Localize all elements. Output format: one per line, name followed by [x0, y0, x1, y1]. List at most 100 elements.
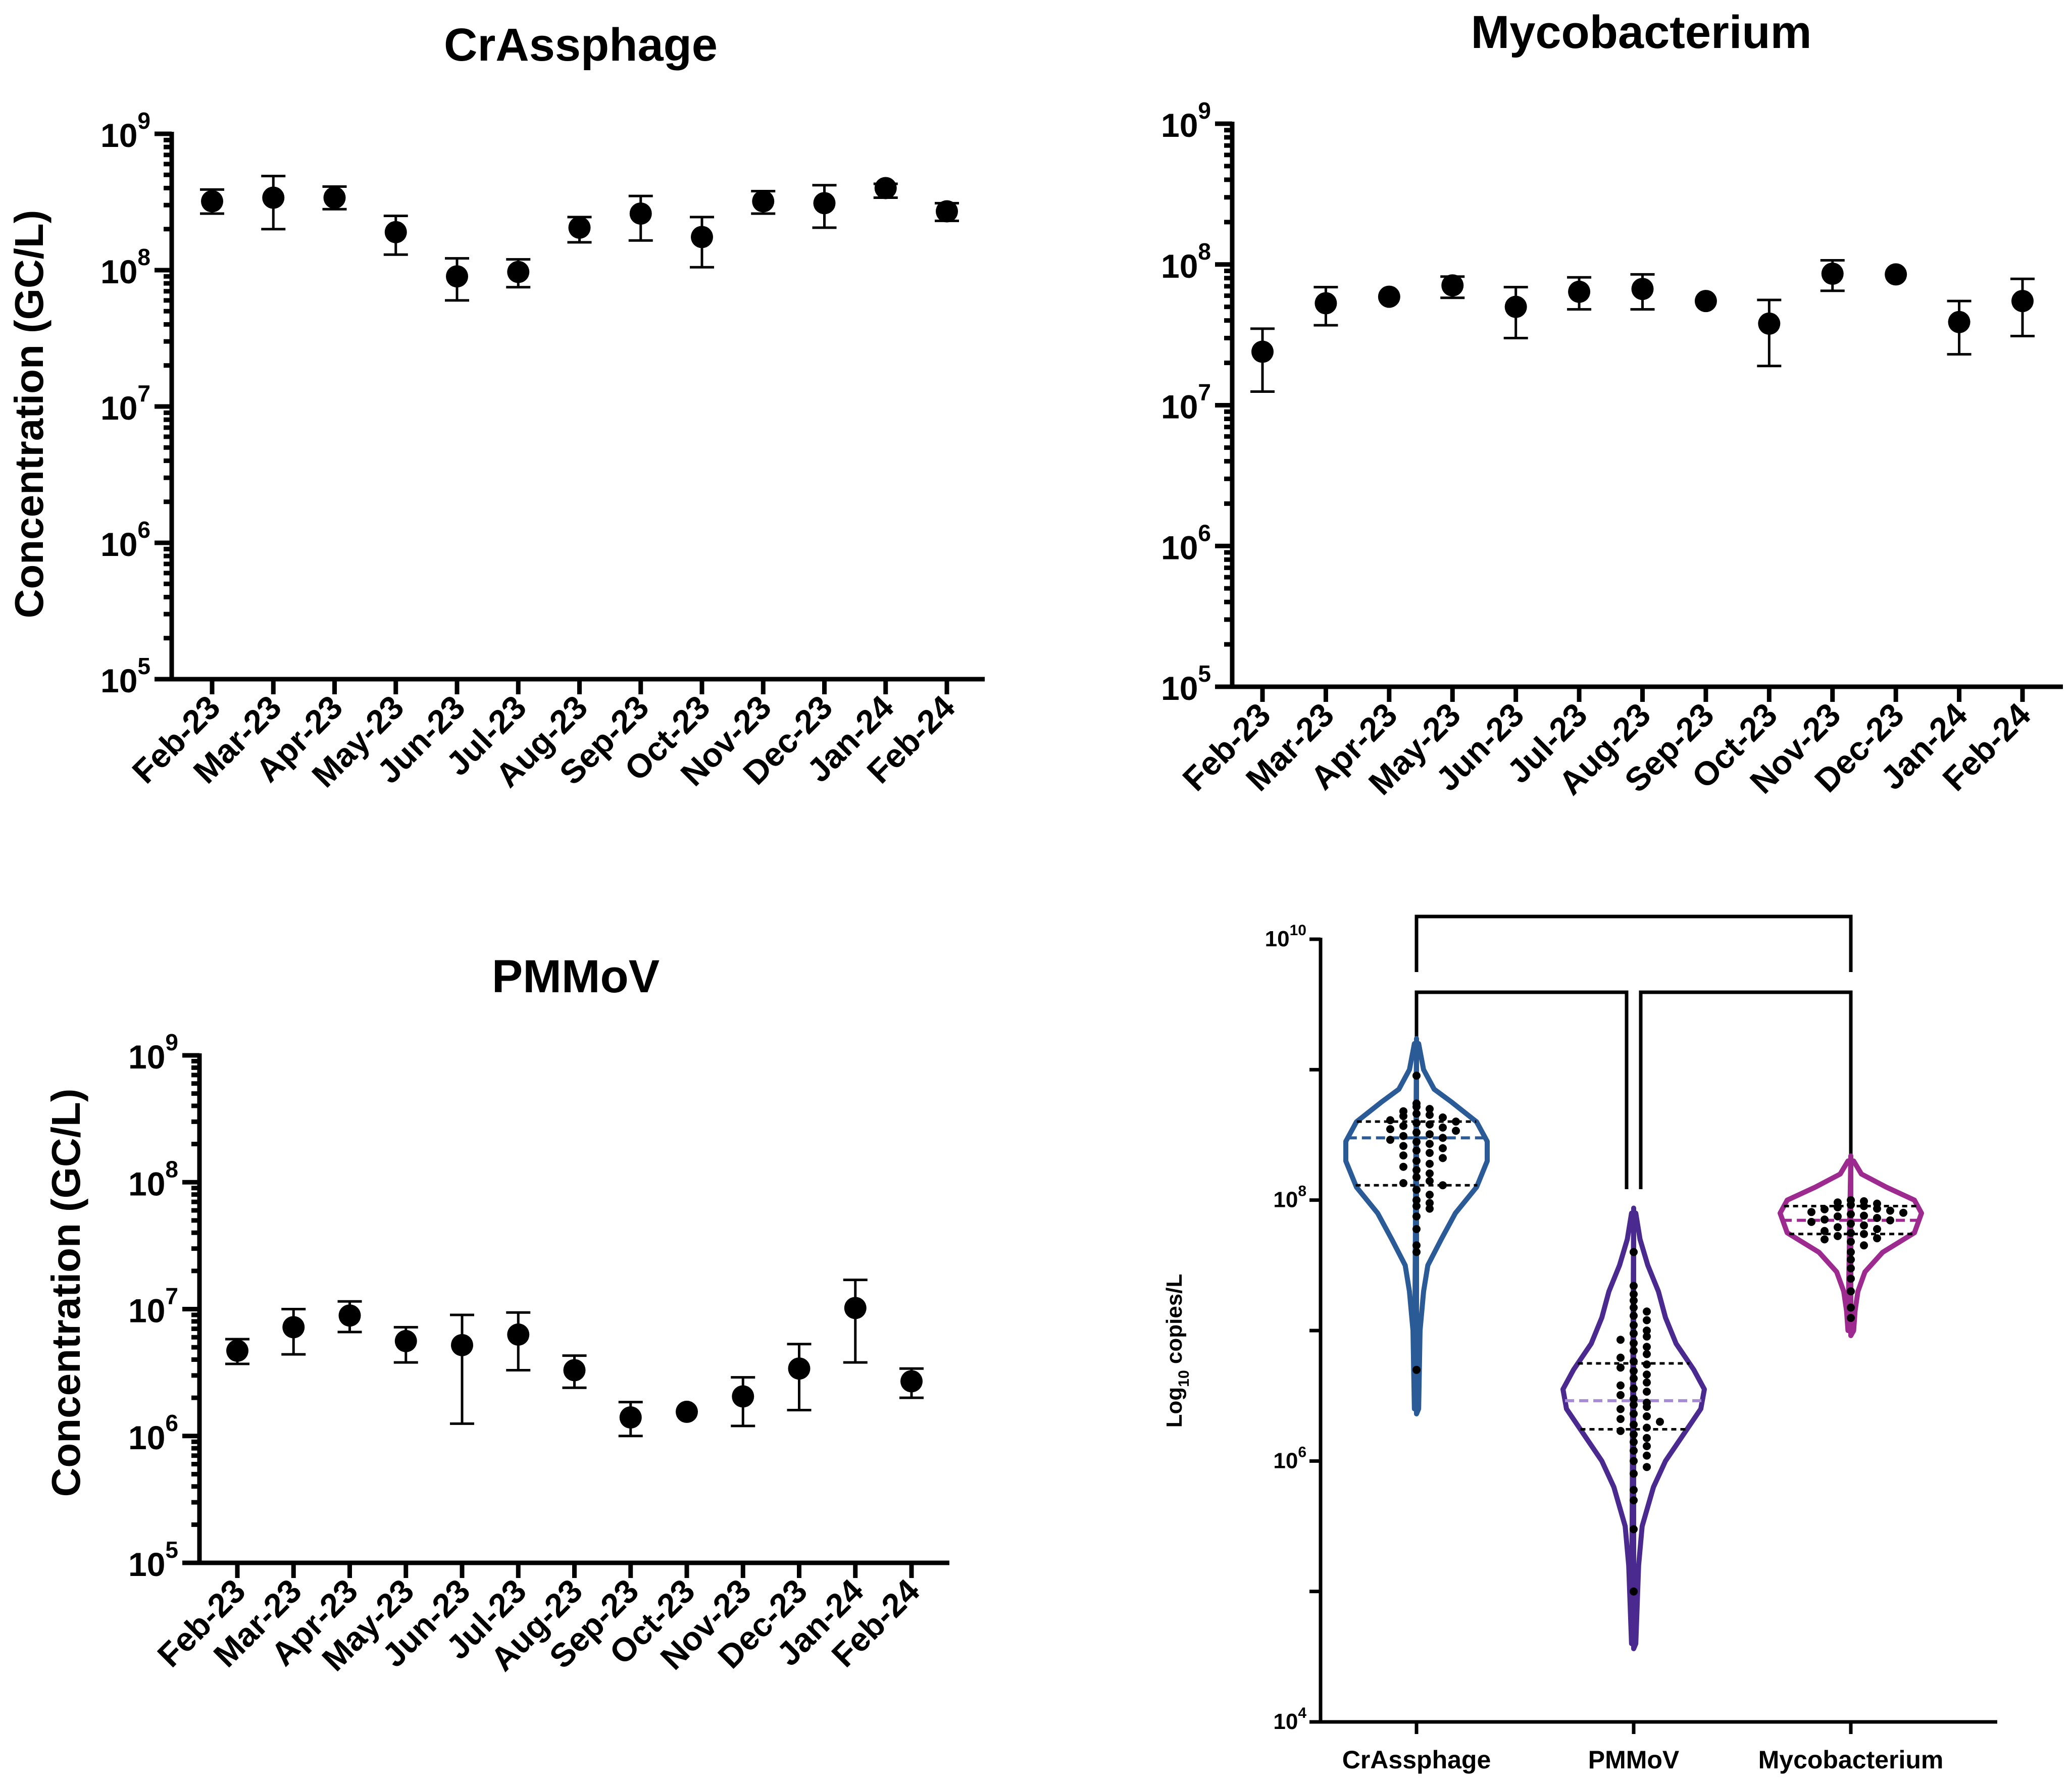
data-point	[1440, 274, 1465, 299]
y-tick-base: 10	[1265, 927, 1290, 951]
mean-marker	[1758, 312, 1781, 335]
sample-point	[1426, 1130, 1434, 1139]
sample-point	[1643, 1451, 1651, 1460]
sample-point	[1834, 1223, 1842, 1232]
mean-marker	[507, 1323, 530, 1346]
sample-point	[1412, 1225, 1421, 1233]
sample-point	[1630, 1395, 1638, 1403]
data-point	[1820, 259, 1845, 292]
sample-point	[1412, 1146, 1421, 1155]
sample-point	[1412, 1248, 1421, 1256]
data-point	[751, 189, 776, 215]
violin-x-ticks: CrAssphage PMMoV Mycobacterium	[1342, 1722, 1943, 1774]
sample-point	[1630, 1347, 1638, 1355]
violin-y-tick-label: 106	[1273, 1444, 1306, 1473]
y-tick-exponent: 10	[1290, 922, 1306, 939]
sample-point	[1643, 1316, 1651, 1325]
mycobacterium-title: Mycobacterium	[1471, 7, 1812, 58]
violin-y-tick-label: 108	[1273, 1183, 1306, 1212]
sample-point	[1630, 1321, 1638, 1330]
mycobacterium-x-ticks: Feb-23Mar-23Apr-23May-23Jun-23Jul-23Aug-…	[1175, 687, 2038, 802]
sample-point	[1386, 1136, 1394, 1144]
sample-point	[1630, 1457, 1638, 1465]
y-tick-exponent: 5	[1198, 660, 1211, 687]
sample-point	[1847, 1210, 1855, 1218]
y-tick-base: 10	[1273, 1448, 1298, 1473]
violin-ylabel-subscript: 10	[1176, 1370, 1192, 1387]
sample-point	[1643, 1350, 1651, 1358]
sample-point	[1630, 1430, 1638, 1439]
y-tick-exponent: 6	[137, 517, 150, 543]
mean-marker	[844, 1297, 867, 1319]
pmmov-panel: PMMoV Concentration (GC/L) 1051061071081…	[43, 951, 949, 1678]
data-point	[873, 177, 898, 199]
y-tick-label: 109	[128, 1029, 178, 1076]
violin-ylabel-suffix: copies/L	[1162, 1274, 1187, 1370]
mean-marker	[2011, 290, 2034, 313]
sample-point	[1426, 1191, 1434, 1199]
sample-point	[1630, 1400, 1638, 1409]
sample-point	[1616, 1353, 1625, 1362]
mean-marker	[629, 202, 652, 225]
y-tick-exponent: 7	[1198, 379, 1211, 405]
y-tick-base: 10	[128, 1546, 165, 1583]
comparison-bracket	[1414, 914, 1853, 972]
sample-point	[1643, 1332, 1651, 1341]
sample-point	[1630, 1357, 1638, 1366]
y-tick-exponent: 5	[165, 1537, 178, 1563]
y-tick-base: 10	[128, 1292, 165, 1330]
sample-point	[1412, 1173, 1421, 1182]
y-tick-base: 10	[1161, 388, 1198, 426]
data-point	[322, 185, 347, 211]
sample-point	[1630, 1438, 1638, 1446]
data-point	[935, 200, 959, 223]
y-tick-exponent: 7	[137, 380, 150, 406]
mean-marker	[788, 1357, 811, 1380]
sample-point	[1426, 1105, 1434, 1113]
sample-point	[1630, 1248, 1638, 1256]
y-tick-exponent: 9	[137, 108, 150, 134]
y-tick-base: 10	[100, 117, 137, 154]
mean-marker	[1694, 290, 1717, 313]
mean-marker	[338, 1304, 361, 1327]
crassphage-data-marks	[200, 175, 959, 302]
sample-point	[1630, 1329, 1638, 1338]
y-tick-exponent: 8	[1198, 238, 1211, 265]
violin-y-tick-label: 1010	[1265, 922, 1306, 951]
mean-marker	[394, 1330, 417, 1352]
data-point	[1694, 290, 1717, 313]
sample-point	[1616, 1427, 1625, 1435]
sample-point	[1821, 1205, 1829, 1213]
data-point	[899, 1367, 924, 1399]
sample-point	[1616, 1363, 1625, 1372]
data-point	[1250, 327, 1275, 393]
y-tick-label: 107	[128, 1283, 178, 1330]
y-tick-base: 10	[1161, 529, 1198, 566]
sample-point	[1399, 1142, 1407, 1150]
sample-point	[1412, 1202, 1421, 1210]
mean-marker	[568, 216, 591, 239]
sample-point	[1821, 1235, 1829, 1244]
mean-marker	[201, 190, 223, 213]
sample-point	[1630, 1296, 1638, 1305]
y-tick-exponent: 6	[165, 1410, 178, 1436]
y-tick-base: 10	[1161, 107, 1198, 144]
mean-marker	[446, 265, 468, 288]
sample-point	[1630, 1303, 1638, 1312]
data-point	[383, 215, 408, 256]
y-tick-label: 106	[1161, 520, 1211, 566]
data-point	[618, 1401, 643, 1438]
data-point	[690, 216, 714, 269]
sample-point	[1616, 1391, 1625, 1399]
mean-marker	[1568, 280, 1591, 303]
comparison-bracket	[1414, 990, 1629, 1189]
data-point	[261, 175, 286, 231]
mean-marker	[1504, 295, 1527, 318]
sample-point	[1643, 1463, 1651, 1471]
sample-point	[1386, 1125, 1394, 1134]
data-point	[843, 1279, 868, 1364]
y-tick-label: 106	[128, 1410, 178, 1456]
